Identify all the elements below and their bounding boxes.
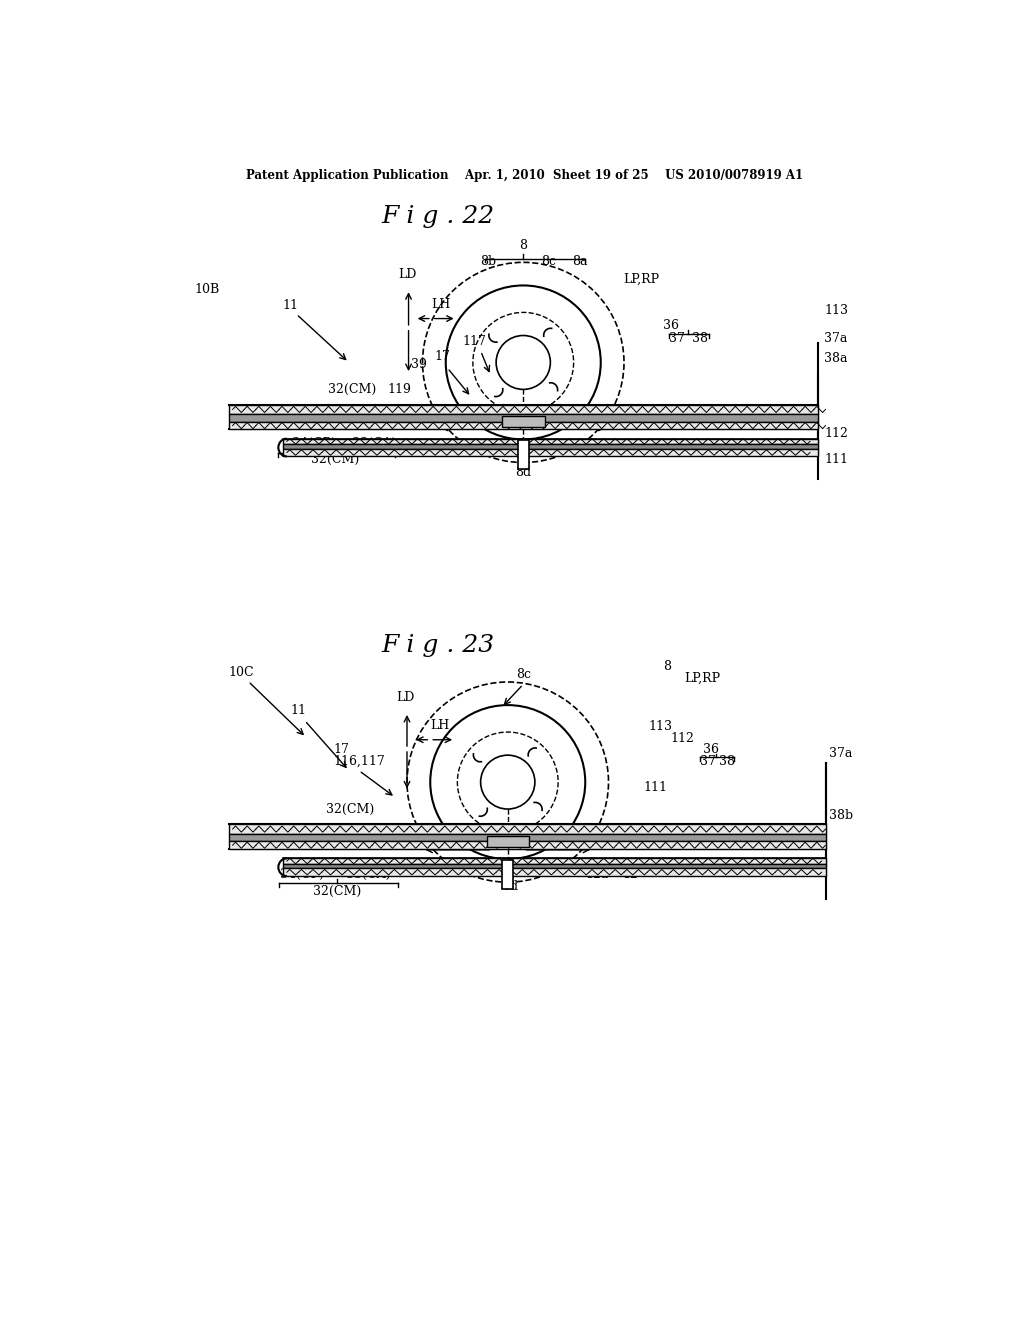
- Text: 12: 12: [591, 444, 607, 457]
- Bar: [283, 863, 825, 869]
- Text: 8d: 8d: [515, 466, 531, 479]
- Text: 118: 118: [550, 444, 574, 457]
- Text: 18: 18: [515, 449, 531, 462]
- Text: 8d: 8d: [502, 880, 518, 892]
- Text: 38a: 38a: [824, 352, 848, 366]
- Text: 37a: 37a: [829, 747, 853, 760]
- Text: 12: 12: [623, 869, 638, 882]
- Text: 33(CA): 33(CA): [352, 437, 396, 450]
- Text: 37: 37: [669, 331, 685, 345]
- Bar: [503, 859, 513, 890]
- Text: 17: 17: [334, 743, 349, 756]
- Text: 111: 111: [643, 781, 668, 795]
- Text: 39: 39: [416, 441, 432, 454]
- Bar: [228, 422, 818, 429]
- Text: 111: 111: [824, 453, 848, 466]
- Text: 119: 119: [415, 862, 438, 875]
- Bar: [283, 869, 825, 876]
- Text: F i g . 23: F i g . 23: [381, 634, 495, 656]
- Text: 10B: 10B: [195, 284, 219, 296]
- Text: LD: LD: [397, 268, 416, 281]
- Text: LH: LH: [430, 719, 450, 733]
- Text: 12a: 12a: [585, 869, 608, 882]
- Text: 34(CP): 34(CP): [292, 437, 336, 450]
- Bar: [283, 438, 818, 444]
- Text: 8b: 8b: [480, 255, 497, 268]
- Text: 38: 38: [692, 331, 709, 345]
- Text: 116,117: 116,117: [334, 755, 385, 767]
- Text: LH: LH: [431, 298, 451, 310]
- Bar: [228, 825, 825, 834]
- Text: 32(CM): 32(CM): [326, 803, 374, 816]
- Text: T →: T →: [562, 408, 585, 421]
- Text: 113: 113: [649, 719, 673, 733]
- Text: 32(CM): 32(CM): [313, 886, 361, 899]
- Bar: [503, 416, 545, 428]
- Bar: [283, 858, 825, 863]
- Text: 118: 118: [532, 866, 557, 879]
- Bar: [228, 834, 825, 841]
- Text: 37: 37: [700, 755, 716, 768]
- Text: 113: 113: [824, 304, 848, 317]
- Text: 112: 112: [824, 428, 848, 440]
- Bar: [228, 841, 825, 849]
- Text: 8: 8: [519, 239, 527, 252]
- Bar: [518, 441, 528, 470]
- Bar: [486, 836, 529, 847]
- Text: 17: 17: [434, 350, 450, 363]
- Text: T →: T →: [547, 830, 569, 843]
- Text: 37a: 37a: [824, 331, 847, 345]
- Bar: [283, 449, 818, 457]
- Text: 8c: 8c: [516, 668, 530, 681]
- Text: 8a: 8a: [572, 255, 588, 268]
- Text: 18: 18: [500, 866, 516, 879]
- Text: 38: 38: [719, 755, 735, 768]
- Text: ← T: ← T: [462, 408, 484, 421]
- Text: 36: 36: [663, 319, 679, 333]
- Text: Patent Application Publication    Apr. 1, 2010  Sheet 19 of 25    US 2010/007891: Patent Application Publication Apr. 1, 2…: [246, 169, 804, 182]
- Text: 11: 11: [291, 705, 306, 717]
- Text: 116: 116: [454, 444, 477, 457]
- Text: F i g . 22: F i g . 22: [381, 205, 495, 227]
- Text: LP,RP: LP,RP: [684, 672, 721, 685]
- Text: 39: 39: [411, 358, 427, 371]
- Text: 11: 11: [283, 298, 299, 312]
- Text: 38b: 38b: [829, 809, 853, 822]
- Text: 10C: 10C: [228, 665, 254, 678]
- Text: ← T: ← T: [445, 830, 469, 843]
- Bar: [283, 444, 818, 449]
- Text: 36: 36: [703, 743, 719, 756]
- Text: 12a: 12a: [618, 444, 642, 457]
- Bar: [228, 414, 818, 422]
- Bar: [228, 405, 818, 414]
- Text: LP,RP: LP,RP: [624, 273, 659, 286]
- Text: 8: 8: [663, 660, 671, 673]
- Text: LD: LD: [396, 692, 415, 705]
- Text: 32(CM): 32(CM): [311, 453, 359, 466]
- Text: 8c: 8c: [542, 255, 556, 268]
- Text: 117: 117: [463, 335, 486, 347]
- Text: 34(CP): 34(CP): [281, 869, 325, 882]
- Text: 112: 112: [671, 733, 694, 744]
- Text: 119: 119: [388, 383, 412, 396]
- Text: 32(CM): 32(CM): [328, 383, 376, 396]
- Text: 33(CA): 33(CA): [346, 869, 390, 882]
